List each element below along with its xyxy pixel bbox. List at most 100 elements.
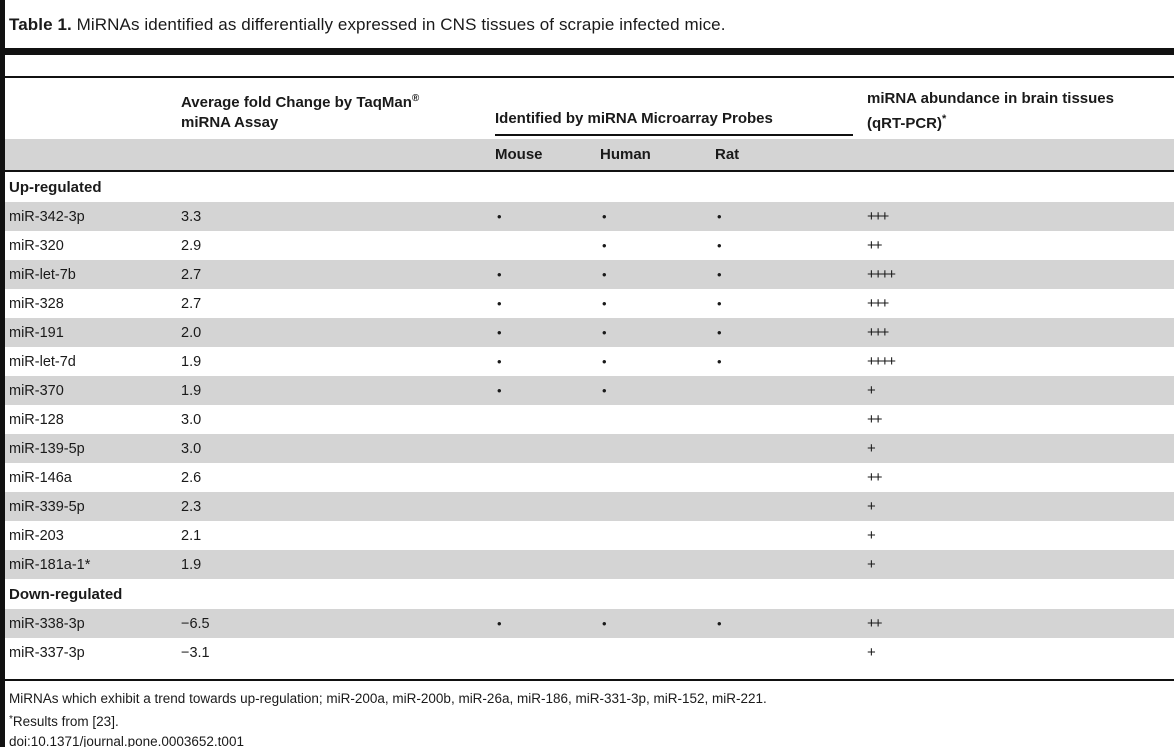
table-row: miR-191 2.0 • • • +++	[5, 318, 1174, 347]
mirna-name: miR-139-5p	[9, 440, 85, 457]
footnote-asterisk-symbol: *	[942, 113, 947, 125]
fold-change-value: 1.9	[181, 556, 202, 573]
header-fold-line1: Average fold Change by TaqMan	[181, 94, 412, 111]
header-fold-line2: miRNA Assay	[181, 114, 279, 131]
header-abundance: miRNA abundance in brain tissues (qRT-PC…	[867, 78, 1174, 139]
human-probe-dot: •	[602, 383, 607, 398]
mouse-probe-dot: •	[497, 616, 502, 631]
mirna-name: miR-191	[9, 324, 64, 341]
section-row: Up-regulated	[5, 172, 1174, 202]
abundance-value: +	[867, 556, 876, 573]
abundance-value: ++	[867, 469, 883, 486]
table-row: miR-139-5p 3.0 +	[5, 434, 1174, 463]
section-label: Up-regulated	[9, 178, 102, 196]
table-row: miR-339-5p 2.3 +	[5, 492, 1174, 521]
table-bottom-rule	[5, 679, 1174, 681]
mirna-name: miR-let-7b	[9, 266, 76, 283]
human-probe-dot: •	[602, 616, 607, 631]
fold-change-value: 2.9	[181, 237, 202, 254]
human-probe-dot: •	[602, 238, 607, 253]
fold-change-value: 3.3	[181, 208, 202, 225]
table-row: miR-181a-1* 1.9 +	[5, 550, 1174, 579]
header-microarray-group: Identified by miRNA Microarray Probes	[495, 78, 867, 139]
fold-change-value: 2.6	[181, 469, 202, 486]
table-row: miR-146a 2.6 ++	[5, 463, 1174, 492]
column-header-rat: Rat	[715, 146, 740, 163]
footnote-results-asterisk: *	[9, 713, 13, 725]
abundance-value: +	[867, 440, 876, 457]
header-empty-cell	[5, 78, 181, 139]
abundance-value: ++++	[867, 266, 896, 283]
rat-probe-dot: •	[717, 325, 722, 340]
table-row: miR-let-7b 2.7 • • • ++++	[5, 260, 1174, 289]
fold-change-value: 1.9	[181, 382, 202, 399]
header-microarray-label: Identified by miRNA Microarray Probes	[495, 109, 853, 136]
abundance-value: +++	[867, 208, 889, 225]
table-caption: Table 1. MiRNAs identified as differenti…	[5, 0, 1174, 48]
abundance-value: ++	[867, 615, 883, 632]
species-subheader-row: Mouse Human Rat	[5, 139, 1174, 170]
fold-change-value: 1.9	[181, 353, 202, 370]
registered-trademark-symbol: ®	[411, 93, 420, 104]
rat-probe-dot: •	[717, 616, 722, 631]
abundance-value: ++	[867, 237, 883, 254]
table-row: miR-203 2.1 +	[5, 521, 1174, 550]
table-row: miR-337-3p −3.1 +	[5, 638, 1174, 667]
mirna-name: miR-203	[9, 527, 64, 544]
table-row: miR-370 1.9 • • +	[5, 376, 1174, 405]
rat-probe-dot: •	[717, 238, 722, 253]
abundance-value: +	[867, 498, 876, 515]
human-probe-dot: •	[602, 354, 607, 369]
header-abundance-line2: (qRT-PCR)	[867, 115, 942, 132]
fold-change-value: 2.7	[181, 295, 202, 312]
table-row: miR-128 3.0 ++	[5, 405, 1174, 434]
table-header-row: Average fold Change by TaqMan® miRNA Ass…	[5, 78, 1174, 139]
rat-probe-dot: •	[717, 296, 722, 311]
mouse-probe-dot: •	[497, 209, 502, 224]
mouse-probe-dot: •	[497, 296, 502, 311]
table-row: miR-338-3p −6.5 • • • ++	[5, 609, 1174, 638]
table-bottom-gap	[5, 667, 1174, 679]
fold-change-value: 2.1	[181, 527, 202, 544]
section-label: Down-regulated	[9, 585, 123, 603]
table-footnotes: MiRNAs which exhibit a trend towards up-…	[5, 681, 1174, 747]
table-row: miR-let-7d 1.9 • • • ++++	[5, 347, 1174, 376]
mouse-probe-dot: •	[497, 325, 502, 340]
column-header-human: Human	[600, 146, 651, 163]
abundance-value: +	[867, 644, 876, 661]
mirna-name: miR-342-3p	[9, 208, 85, 225]
mirna-name: miR-181a-1*	[9, 556, 91, 573]
data-table: Average fold Change by TaqMan® miRNA Ass…	[5, 76, 1174, 681]
abundance-value: +++	[867, 324, 889, 341]
abundance-value: +	[867, 382, 876, 399]
column-header-mouse: Mouse	[495, 146, 543, 163]
table-row: miR-328 2.7 • • • +++	[5, 289, 1174, 318]
footnote-trend: MiRNAs which exhibit a trend towards up-…	[9, 691, 767, 706]
fold-change-value: −6.5	[181, 615, 210, 632]
table-top-rule	[5, 76, 1174, 78]
rat-probe-dot: •	[717, 209, 722, 224]
human-probe-dot: •	[602, 267, 607, 282]
mirna-name: miR-let-7d	[9, 353, 76, 370]
mouse-probe-dot: •	[497, 354, 502, 369]
fold-change-value: 2.7	[181, 266, 202, 283]
abundance-value: +	[867, 527, 876, 544]
footnote-results: *Results from [23].	[9, 710, 1164, 733]
fold-change-value: 3.0	[181, 411, 202, 428]
header-abundance-line1: miRNA abundance in brain tissues	[867, 90, 1114, 107]
doi-line: doi:10.1371/journal.pone.0003652.t001	[9, 734, 244, 747]
mirna-name: miR-339-5p	[9, 498, 85, 515]
section-row: Down-regulated	[5, 579, 1174, 609]
rat-probe-dot: •	[717, 267, 722, 282]
mirna-name: miR-337-3p	[9, 644, 85, 661]
table-row: miR-342-3p 3.3 • • • +++	[5, 202, 1174, 231]
fold-change-value: 2.3	[181, 498, 202, 515]
rat-probe-dot: •	[717, 354, 722, 369]
human-probe-dot: •	[602, 209, 607, 224]
table-row: miR-320 2.9 • • ++	[5, 231, 1174, 260]
mirna-name: miR-338-3p	[9, 615, 85, 632]
table-body: Up-regulated miR-342-3p 3.3 • • • +++ miR-320 2.…	[5, 172, 1174, 667]
fold-change-value: 3.0	[181, 440, 202, 457]
caption-divider-rule	[5, 48, 1174, 55]
